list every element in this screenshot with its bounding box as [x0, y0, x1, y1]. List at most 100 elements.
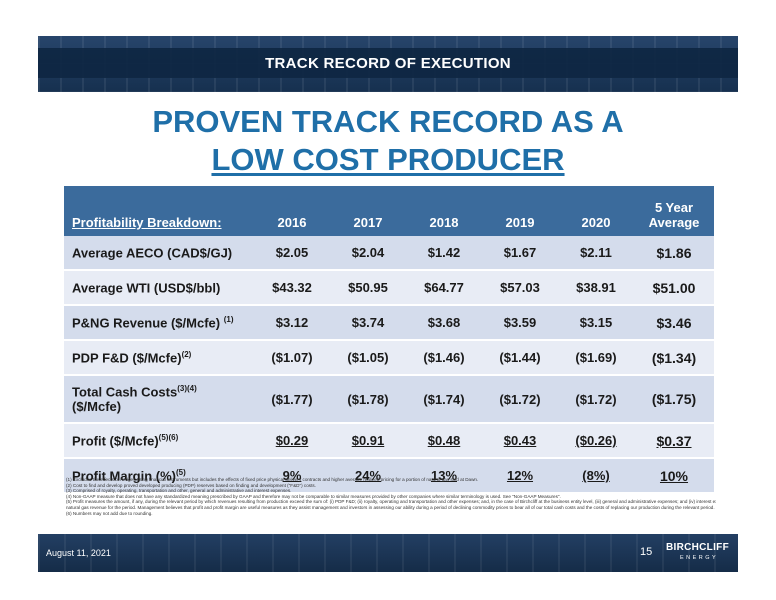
row-label-footnote: (3)(4) — [177, 383, 197, 393]
row-label-text: PDP F&D ($/Mcfe) — [72, 350, 182, 366]
header-profitability-breakdown: Profitability Breakdown: — [64, 186, 254, 236]
row-label-text: Total Cash Costs — [72, 384, 178, 400]
row-label: Profit ($/Mcfe)(5)(6) — [64, 423, 254, 459]
table-cell: $50.95 — [330, 270, 406, 306]
table-cell: ($1.72) — [558, 375, 634, 424]
footnote-line: (1) Excludes the effects of hedges using… — [66, 477, 479, 482]
table-cell: 13% — [406, 458, 482, 494]
table-cell: (8%) — [558, 458, 634, 494]
table-cell-average: $0.37 — [634, 423, 714, 459]
row-label-text: Profit ($/Mcfe) — [72, 433, 159, 449]
table-row: Average WTI (USD$/bbl) $43.32 $50.95 $64.77… — [64, 270, 714, 306]
logo-wordmark: BIRCHCLIFF — [666, 542, 729, 553]
table-cell: $2.05 — [254, 236, 330, 271]
row-label: Average WTI (USD$/bbl) — [64, 270, 254, 306]
row-label-text: Average AECO (CAD$/GJ) — [72, 245, 233, 261]
table-cell: $3.59 — [482, 305, 558, 341]
table-cell: ($1.74) — [406, 375, 482, 424]
table-cell: $64.77 — [406, 270, 482, 306]
table-cell: ($1.07) — [254, 340, 330, 376]
headline-line-1: PROVEN TRACK RECORD AS A — [152, 104, 624, 139]
header-year: 2019 — [482, 186, 558, 236]
row-label-footnote: (5) — [176, 467, 186, 477]
table-cell-average: 10% — [634, 458, 714, 494]
row-label: Total Cash Costs(3)(4) ($/Mcfe) — [64, 375, 254, 424]
header-year: 2018 — [406, 186, 482, 236]
footnote-line: (4) Non-GAAP measure that does not have … — [66, 493, 561, 499]
header-five-year-average: 5 Year Average — [634, 186, 714, 236]
header-year: 2016 — [254, 186, 330, 236]
row-label: Average AECO (CAD$/GJ) — [64, 236, 254, 271]
table-cell: ($1.72) — [482, 375, 558, 424]
row-label-text: P&NG Revenue ($/Mcfe) — [72, 315, 224, 331]
headline-line-2: LOW COST PRODUCER — [38, 142, 738, 178]
row-label-footnote: (2) — [181, 349, 192, 359]
footnote-line: natural gas revenue for the period. Mana… — [66, 504, 715, 510]
table-cell: $0.48 — [406, 423, 482, 459]
table-cell: $3.15 — [558, 305, 634, 341]
table-cell: $1.42 — [406, 236, 482, 271]
table-row: PDP F&D ($/Mcfe)(2) ($1.07) ($1.05) ($1.46)… — [64, 340, 714, 376]
title-banner: TRACK RECORD OF EXECUTION — [38, 36, 738, 92]
row-label: P&NG Revenue ($/Mcfe) (1) — [64, 305, 254, 341]
header-avg-line-1: 5 Year — [654, 200, 694, 215]
table-cell: 12% — [482, 458, 558, 494]
table-row: P&NG Revenue ($/Mcfe) (1) $3.12 $3.74 $3.68… — [64, 305, 714, 341]
table-cell: ($1.77) — [254, 375, 330, 424]
table-cell: 9% — [254, 458, 330, 494]
table-cell: ($1.78) — [330, 375, 406, 424]
birchcliff-logo: BIRCHCLIFF ENERGY — [666, 540, 736, 568]
row-label-text: Profit Margin (%) — [72, 468, 176, 484]
table-cell: $43.32 — [254, 270, 330, 306]
table-cell: $2.11 — [558, 236, 634, 271]
table-cell-average: $3.46 — [634, 305, 714, 341]
table-cell-average: ($1.34) — [634, 340, 714, 376]
table-cell-average: ($1.75) — [634, 375, 714, 424]
table-row: Average AECO (CAD$/GJ) $2.05 $2.04 $1.42 $1.… — [64, 236, 714, 271]
footnote-line: (6) Numbers may not add due to rounding. — [66, 510, 153, 516]
row-label-footnote: (5)(6) — [158, 432, 179, 442]
table-cell: 24% — [330, 458, 406, 494]
table-cell: $0.43 — [482, 423, 558, 459]
table-cell: ($1.69) — [558, 340, 634, 376]
table-cell: ($1.44) — [482, 340, 558, 376]
table-row: Profit ($/Mcfe)(5)(6) $0.29 $0.91 $0.48 $0.4… — [64, 423, 714, 459]
header-label: Profitability Breakdown: — [72, 215, 222, 230]
row-label: PDP F&D ($/Mcfe)(2) — [64, 340, 254, 376]
table-header-row: Profitability Breakdown: 2016 2017 2018 … — [64, 186, 714, 236]
table-cell: $1.67 — [482, 236, 558, 271]
table-cell: $0.91 — [330, 423, 406, 459]
table-cell: $57.03 — [482, 270, 558, 306]
footnote-line: (3) Comprised of royalty, operating, tra… — [66, 488, 292, 494]
table-cell: ($1.46) — [406, 340, 482, 376]
footnote-line: (5) Profit measures the amount, if any, … — [66, 499, 716, 505]
table-cell: ($0.26) — [558, 423, 634, 459]
banner-strip: TRACK RECORD OF EXECUTION — [38, 48, 738, 78]
headline-line-2-text: LOW COST PRODUCER — [211, 142, 565, 177]
row-label-footnote: (1) — [223, 314, 234, 324]
table-cell: $3.68 — [406, 305, 482, 341]
table-cell: $3.12 — [254, 305, 330, 341]
section-title: TRACK RECORD OF EXECUTION — [265, 54, 511, 72]
footnote-line: (2) Cost to find and develop proved deve… — [66, 482, 316, 488]
profitability-table: Profitability Breakdown: 2016 2017 2018 … — [64, 186, 714, 494]
footer-bar: August 11, 2021 15 BIRCHCLIFF ENERGY — [38, 534, 738, 572]
row-label: Profit Margin (%)(5) — [64, 458, 254, 494]
table-cell: $0.29 — [254, 423, 330, 459]
footnotes: (1) Excludes the effects of hedges using… — [66, 477, 716, 516]
table-cell-average: $51.00 — [634, 270, 714, 306]
logo-subtext: ENERGY — [680, 555, 719, 561]
table-cell-average: $1.86 — [634, 236, 714, 271]
table-cell: $2.04 — [330, 236, 406, 271]
table-cell: $38.91 — [558, 270, 634, 306]
header-avg-line-2: Average — [648, 215, 700, 230]
table-row: Total Cash Costs(3)(4) ($/Mcfe) ($1.77) ($1… — [64, 375, 714, 424]
table-row: Profit Margin (%)(5) 9% 24% 13% 12% (8%) 10% — [64, 458, 714, 494]
header-year: 2020 — [558, 186, 634, 236]
table-cell: $3.74 — [330, 305, 406, 341]
table-cell: ($1.05) — [330, 340, 406, 376]
header-year: 2017 — [330, 186, 406, 236]
page-number: 15 — [640, 546, 653, 558]
footer-date: August 11, 2021 — [46, 548, 111, 558]
row-label-text: Average WTI (USD$/bbl) — [72, 280, 221, 296]
